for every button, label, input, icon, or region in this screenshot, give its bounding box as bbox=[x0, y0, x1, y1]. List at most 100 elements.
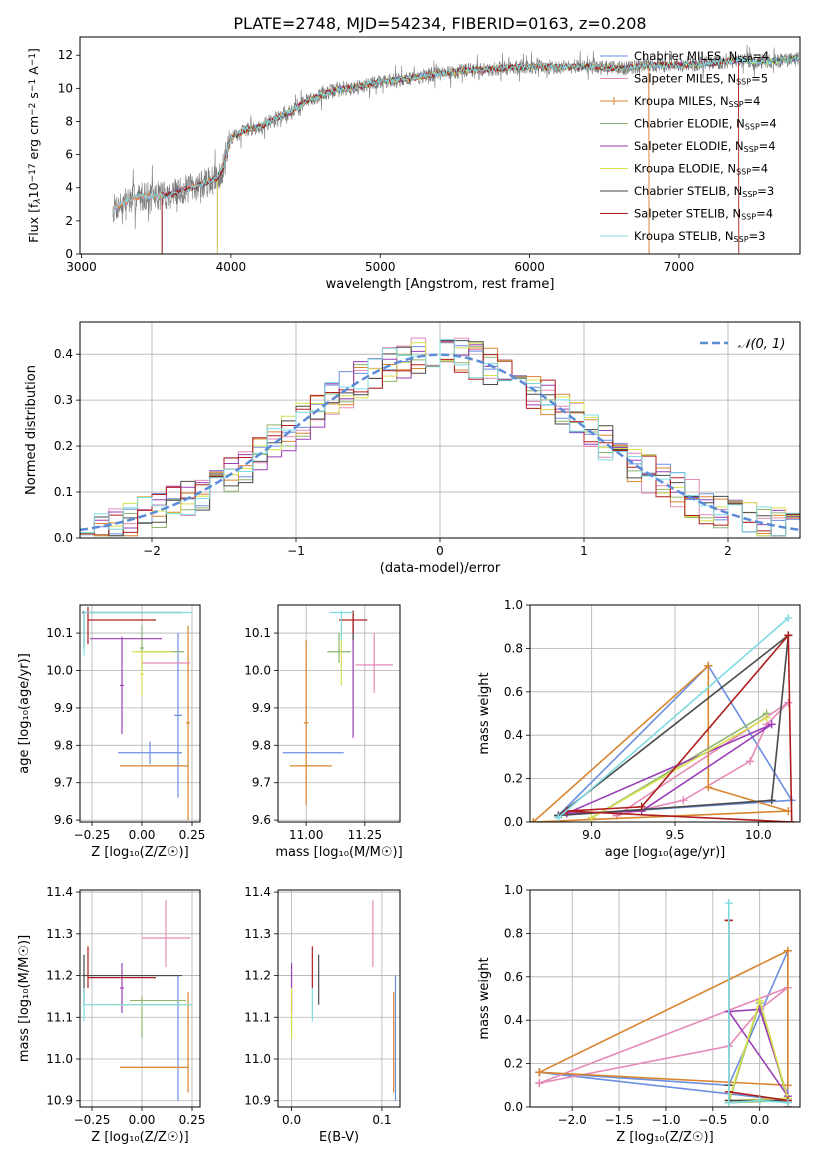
model-line-5 bbox=[216, 54, 799, 254]
legend-label: Salpeter ELODIE, NSSP=4 bbox=[634, 139, 776, 154]
x-axis-label: Z [log₁₀(Z/Z☉)] bbox=[616, 1130, 713, 1145]
age_vs_Z-axes: −0.25 0.00 0.25 9.6 9.7 9.8 9.9 10.0 10.1 Z [log₁… bbox=[17, 605, 205, 860]
x-tick-label: 2 bbox=[724, 544, 732, 558]
gaussian-curve bbox=[80, 353, 800, 532]
model-line-7 bbox=[161, 57, 740, 254]
y-tick-label: 0.0 bbox=[54, 531, 73, 545]
y-tick-label: 9.6 bbox=[54, 813, 73, 827]
figure-title: PLATE=2748, MJD=54234, FIBERID=0163, z=0… bbox=[233, 14, 646, 33]
y-tick-label: 10.9 bbox=[244, 1094, 271, 1108]
x-tick-label: 9.5 bbox=[665, 828, 684, 842]
y-tick-label: 11.1 bbox=[244, 1010, 271, 1024]
legend-tail: =4 bbox=[751, 162, 768, 176]
y-tick-label: 10.9 bbox=[46, 1094, 73, 1108]
x-tick-label: 0.25 bbox=[179, 1113, 206, 1127]
legend-tail: =4 bbox=[744, 94, 761, 108]
x-tick-label: 3000 bbox=[66, 260, 97, 274]
weight-marker bbox=[784, 614, 793, 623]
weight-marker bbox=[755, 996, 764, 1005]
weight-marker bbox=[704, 783, 713, 792]
weight-line-4 bbox=[566, 723, 773, 815]
weight-marker bbox=[637, 802, 646, 811]
y-tick-label: 11.4 bbox=[244, 885, 271, 899]
y-tick-label: 0.2 bbox=[504, 772, 523, 786]
y-axis-label: Flux [fλ10−17 erg cm−2 s−1 A−1] bbox=[26, 48, 43, 243]
legend-text: Salpeter MILES, N bbox=[634, 72, 736, 86]
legend-label: Chabrier STELIB, NSSP=3 bbox=[634, 184, 774, 199]
y-tick-label: 9.9 bbox=[54, 701, 73, 715]
spectrum-axes: 3000 4000 5000 6000 7000 0 2 4 6 8 10 12 wavelength … bbox=[58, 48, 695, 292]
y-label-part: λ bbox=[33, 198, 43, 204]
y-tick-label: 1.0 bbox=[504, 883, 523, 897]
y-tick-label: 11.3 bbox=[244, 927, 271, 941]
histogram-8 bbox=[80, 339, 800, 537]
mass_vs_Z-axes: −0.25 0.00 0.25 10.9 11.0 11.1 11.2 11.3 11.4 Z [… bbox=[17, 885, 205, 1145]
weight-marker bbox=[783, 946, 792, 955]
y-tick-label: 11.3 bbox=[46, 927, 73, 941]
x-tick-label: 1 bbox=[580, 544, 588, 558]
mass_vs_ebv-frame bbox=[277, 889, 401, 1108]
x-tick-label: −0.5 bbox=[698, 1113, 727, 1127]
weight-marker bbox=[530, 818, 538, 822]
legend-label: Chabrier ELODIE, NSSP=4 bbox=[634, 117, 777, 132]
y-tick-label: 0.8 bbox=[504, 641, 523, 655]
weight-marker bbox=[767, 720, 776, 729]
model-line-8 bbox=[112, 55, 799, 212]
x-tick-label: 10.0 bbox=[745, 828, 772, 842]
legend-tail: =4 bbox=[756, 207, 773, 221]
mass_vs_Z-errorbars bbox=[82, 900, 192, 1101]
weight-marker bbox=[587, 813, 596, 822]
x-tick-label: −1.5 bbox=[604, 1113, 633, 1127]
x-tick-label: 7000 bbox=[664, 260, 695, 274]
y-tick-label: 0.6 bbox=[504, 685, 523, 699]
x-tick-label: −1 bbox=[287, 544, 305, 558]
legend-tail: =5 bbox=[751, 72, 768, 86]
weight-marker bbox=[704, 661, 713, 670]
legend-tail: =3 bbox=[749, 229, 766, 243]
y-label-part: Flux [f bbox=[26, 203, 41, 243]
legend-text: Kroupa ELODIE, N bbox=[634, 162, 736, 176]
weight-marker bbox=[746, 757, 754, 766]
y-tick-label: 0.1 bbox=[54, 485, 73, 499]
legend-text: Kroupa STELIB, N bbox=[634, 229, 734, 243]
y-tick-label: 2 bbox=[65, 214, 73, 228]
weight-marker bbox=[784, 631, 793, 640]
gaussian-legend-label: 𝒩(0, 1) bbox=[738, 337, 785, 352]
y-tick-label: 11.0 bbox=[46, 1052, 73, 1066]
legend-label: Chabrier MILES, NSSP=4 bbox=[634, 49, 769, 64]
legend-tail: =4 bbox=[760, 117, 777, 131]
x-axis-label: Z [log₁₀(Z/Z☉)] bbox=[91, 1130, 188, 1145]
y-tick-label: 9.8 bbox=[252, 738, 271, 752]
legend-tail: =3 bbox=[757, 184, 774, 198]
y-tick-label: 0.2 bbox=[504, 1057, 523, 1071]
y-tick-label: 11.0 bbox=[244, 1052, 271, 1066]
y-label-part: −1 bbox=[28, 79, 38, 92]
weight-line-8 bbox=[557, 617, 789, 819]
weight-marker bbox=[554, 813, 563, 822]
legend-text: Kroupa MILES, N bbox=[634, 94, 729, 108]
weight-marker bbox=[767, 796, 776, 805]
weight-marker bbox=[535, 1079, 544, 1088]
legend-text: Chabrier ELODIE, N bbox=[634, 117, 745, 131]
x-tick-label: 0.1 bbox=[372, 1113, 391, 1127]
y-tick-label: 0.0 bbox=[504, 1100, 523, 1114]
legend-subscript: SSP bbox=[737, 55, 752, 64]
legend-subscript: SSP bbox=[742, 190, 757, 199]
weight-line-4 bbox=[728, 1008, 789, 1097]
x-tick-label: −2.0 bbox=[558, 1113, 587, 1127]
y-tick-label: 0 bbox=[65, 247, 73, 261]
y-tick-label: 11.2 bbox=[244, 969, 271, 983]
weight-marker bbox=[783, 1098, 792, 1107]
y-tick-label: 0.4 bbox=[504, 728, 523, 742]
legend-text: Chabrier MILES, N bbox=[634, 49, 737, 63]
weight-line-8 bbox=[727, 903, 788, 1104]
weight_vs_Z-lines bbox=[535, 899, 792, 1107]
weight-line-6 bbox=[557, 633, 790, 817]
spectrum-lines bbox=[112, 44, 799, 254]
y-tick-label: 0.0 bbox=[504, 815, 523, 829]
x-tick-label: −2 bbox=[143, 544, 161, 558]
y-tick-label: 10.0 bbox=[46, 663, 73, 677]
weight-line-7 bbox=[727, 920, 789, 1107]
age_vs_Z-errorbars bbox=[82, 606, 192, 821]
